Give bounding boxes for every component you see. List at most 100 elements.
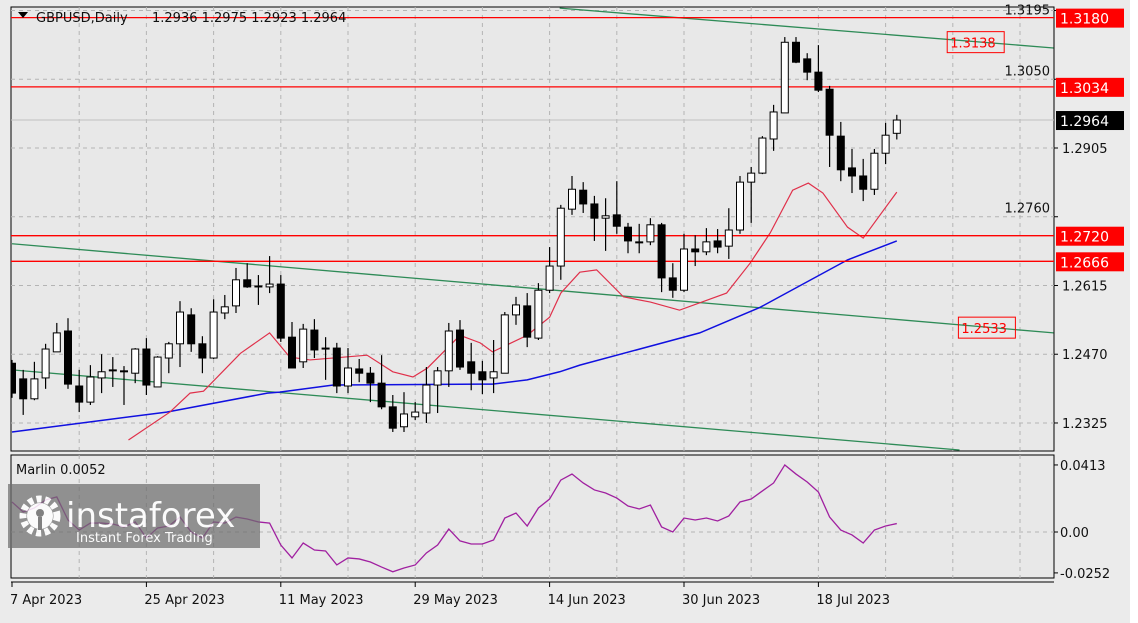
bullish-candle-body	[153, 356, 162, 388]
marlin-tick-label: -0.0252	[1060, 567, 1110, 582]
bearish-candle-body	[120, 370, 128, 373]
marlin-tick-label: 0.00	[1060, 526, 1089, 541]
candle	[433, 367, 442, 414]
candle	[467, 342, 476, 391]
bearish-candle-body	[803, 58, 812, 73]
candle	[646, 218, 655, 246]
candle	[377, 355, 386, 410]
candle	[220, 294, 229, 320]
bullish-candle-body	[411, 411, 420, 418]
bullish-candle-body	[444, 330, 453, 372]
candle	[321, 337, 330, 380]
candle	[758, 136, 767, 175]
bearish-candle-body	[825, 88, 834, 136]
level-price-tag	[1056, 77, 1124, 97]
bearish-candle-body	[624, 226, 632, 242]
main-pane[interactable]: 1.3138 1.2533	[9, 6, 1055, 452]
price-tick-label: 1.2905	[1062, 142, 1108, 157]
candle	[41, 343, 50, 389]
trend-line-label-box	[957, 316, 1016, 339]
slow-moving-average	[11, 240, 898, 433]
bearish-candle-body	[142, 348, 151, 386]
candle	[153, 356, 162, 388]
bearish-candle-body	[108, 369, 117, 372]
candle	[478, 360, 487, 395]
level-price-label: 1.3180	[1060, 12, 1109, 28]
level-price-label: 1.2666	[1060, 255, 1109, 271]
bullish-candle-body	[209, 311, 218, 359]
bullish-candle-body	[41, 348, 50, 379]
bullish-candle-body	[299, 328, 308, 363]
candle	[366, 367, 375, 403]
bullish-candle-body	[400, 413, 408, 428]
chart-header: GBPUSD,Daily 1.2936 1.2975 1.2923 1.2964	[18, 11, 346, 26]
bullish-candle-body	[870, 152, 879, 190]
price-tick-label: 1.2615	[1062, 279, 1108, 294]
bullish-candle-body	[422, 384, 431, 414]
candle	[265, 256, 274, 294]
candle	[64, 318, 72, 389]
candle	[568, 175, 576, 215]
level-price-tag	[1056, 252, 1124, 272]
candle	[713, 229, 722, 254]
bearish-candle-body	[198, 343, 207, 359]
candle	[512, 296, 520, 325]
bearish-candle-body	[657, 224, 666, 279]
marlin-tick-label: 0.0413	[1060, 459, 1106, 474]
ohlc-readout: 1.2936 1.2975 1.2923 1.2964	[152, 11, 346, 26]
date-label: 11 May 2023	[279, 593, 364, 608]
candle	[86, 365, 95, 405]
candle	[848, 148, 856, 194]
bearish-candle-body	[612, 214, 621, 227]
price-tick-label: 1.3050	[1005, 64, 1051, 79]
candle	[332, 342, 341, 394]
bearish-candle-body	[388, 406, 397, 429]
level-price-tag	[1056, 226, 1124, 246]
bullish-candle-body	[433, 370, 442, 386]
candle	[142, 338, 151, 396]
bearish-candle-body	[792, 41, 800, 63]
main-series	[11, 7, 1054, 451]
candle	[489, 340, 498, 394]
candle	[814, 45, 823, 93]
bearish-candle-body	[11, 362, 16, 394]
trend-line-label: 1.2533	[961, 322, 1007, 337]
bullish-candle-body	[601, 215, 610, 219]
bearish-candle-body	[276, 283, 285, 339]
bearish-candle-body	[377, 382, 386, 408]
candle	[747, 166, 756, 223]
trend-line	[11, 369, 960, 451]
bullish-candle-body	[97, 371, 106, 379]
date-label: 30 Jun 2023	[682, 593, 760, 608]
bullish-candle-body	[512, 304, 520, 316]
candle	[209, 299, 218, 359]
candle	[680, 233, 688, 293]
candle	[870, 148, 879, 195]
date-label: 14 Jun 2023	[548, 593, 626, 608]
bearish-candle-body	[467, 361, 476, 374]
instaforex-logo: instaforex Instant Forex Trading	[8, 484, 260, 548]
candle	[388, 395, 397, 432]
date-label: 25 Apr 2023	[144, 593, 224, 608]
bullish-candle-body	[164, 343, 173, 359]
candle	[657, 222, 666, 293]
candle	[344, 348, 352, 394]
bearish-candle-body	[355, 368, 364, 374]
candle	[545, 247, 554, 294]
candle	[355, 358, 364, 383]
bullish-candle-body	[52, 332, 61, 353]
bullish-candle-body	[254, 285, 263, 288]
price-tick-label: 1.2470	[1062, 348, 1108, 363]
trend-line-label-box	[946, 31, 1005, 54]
candle	[444, 322, 453, 387]
candle	[30, 361, 39, 401]
bearish-candle-body	[523, 305, 532, 338]
collapse-triangle-icon[interactable]	[18, 12, 28, 18]
candle	[288, 321, 296, 369]
candle	[176, 301, 184, 368]
candle	[243, 263, 252, 288]
bullish-candle-body	[892, 119, 901, 134]
candle	[108, 357, 117, 387]
candle	[310, 319, 319, 359]
